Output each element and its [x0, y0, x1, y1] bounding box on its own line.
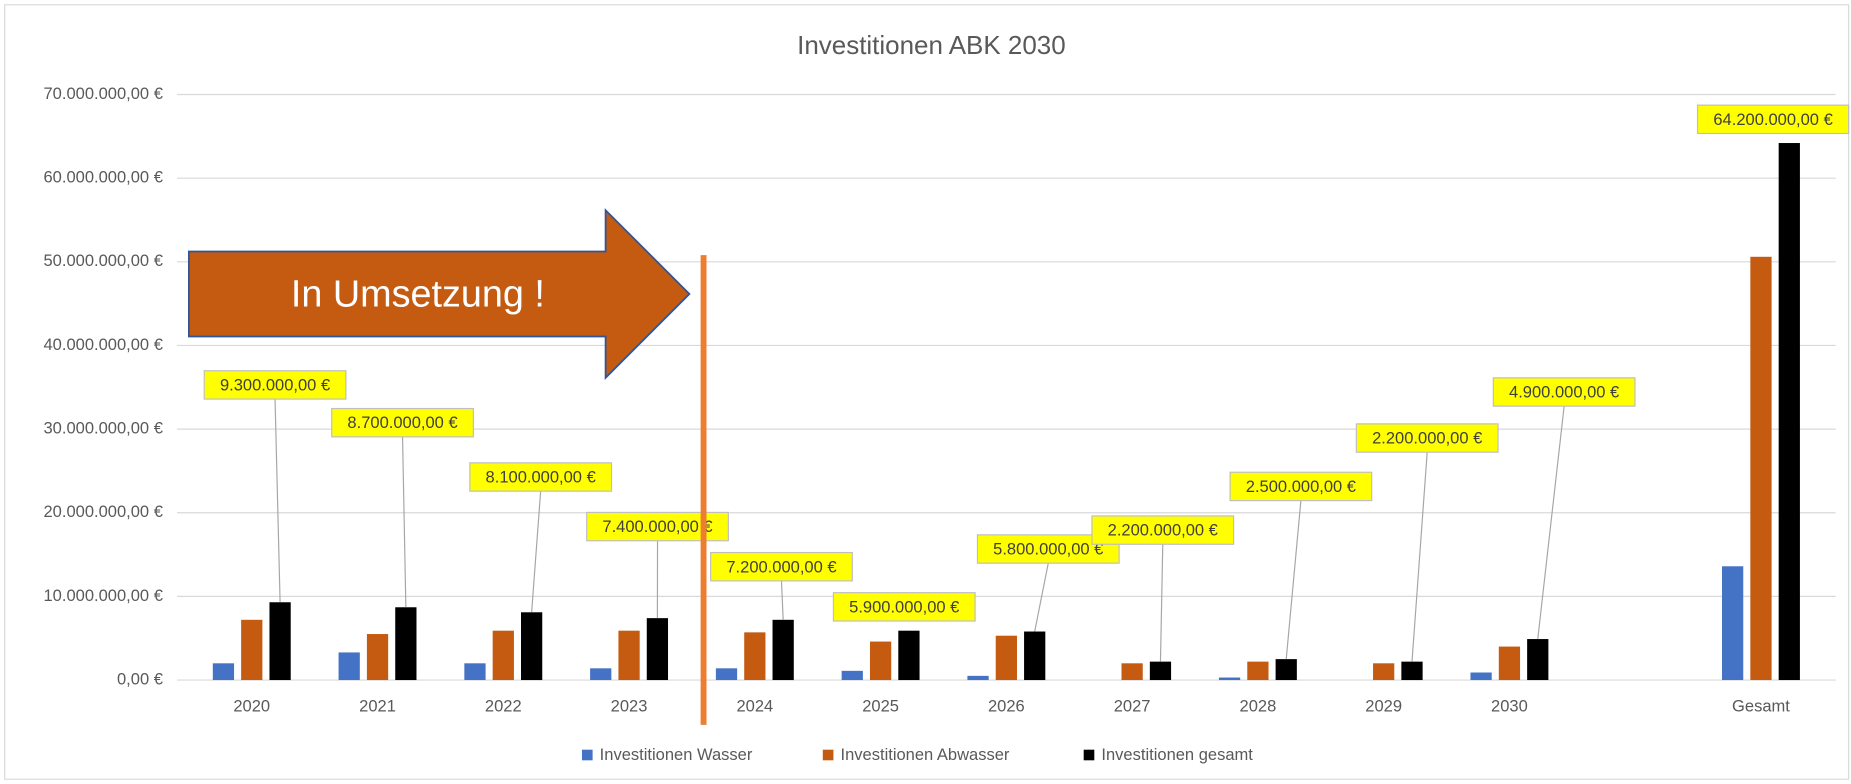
- leader-line: [531, 491, 542, 613]
- x-tick-label: 2029: [1365, 697, 1402, 716]
- bar: [1401, 661, 1423, 681]
- bar: [618, 630, 640, 681]
- bar: [492, 630, 514, 681]
- data-label: 7.400.000,00 €: [602, 517, 712, 536]
- leader-line: [1034, 563, 1049, 632]
- bar: [1527, 639, 1549, 681]
- y-tick-label: 60.000.000,00 €: [44, 168, 163, 187]
- legend-label: Investitionen gesamt: [1101, 745, 1253, 764]
- bar: [366, 634, 389, 681]
- bar: [1247, 661, 1269, 681]
- data-label: 64.200.000,00 €: [1713, 110, 1832, 129]
- leader-line: [401, 436, 407, 608]
- label-box: [1492, 377, 1636, 407]
- bar: [1121, 663, 1143, 681]
- label-box: [1355, 423, 1499, 453]
- bar: [715, 668, 738, 681]
- y-tick-label: 40.000.000,00 €: [44, 335, 163, 354]
- bar: [464, 663, 486, 681]
- label-box: [1091, 515, 1235, 545]
- bar: [1498, 646, 1521, 681]
- x-tick-label: 2023: [611, 697, 648, 716]
- bar: [1024, 631, 1046, 681]
- x-tick-label: 2021: [359, 697, 396, 716]
- label-box: [331, 407, 474, 438]
- data-label: 8.100.000,00 €: [486, 468, 596, 487]
- data-label: 9.300.000,00 €: [220, 375, 330, 394]
- y-tick-label: 10.000.000,00 €: [44, 586, 163, 605]
- y-tick-label: 30.000.000,00 €: [44, 418, 163, 437]
- label-box: [832, 592, 976, 622]
- data-label: 7.200.000,00 €: [726, 557, 836, 576]
- bar: [212, 663, 235, 681]
- data-label: 2.200.000,00 €: [1108, 521, 1218, 540]
- y-tick-label: 50.000.000,00 €: [44, 251, 163, 270]
- bar: [1218, 677, 1241, 681]
- y-tick-label: 70.000.000,00 €: [44, 84, 163, 103]
- bar: [967, 675, 989, 681]
- data-label: 5.900.000,00 €: [849, 597, 959, 616]
- leader-line: [274, 399, 281, 603]
- bar: [590, 668, 612, 681]
- bar: [772, 619, 794, 681]
- bar: [269, 602, 291, 681]
- arrow: [187, 208, 691, 380]
- data-label: 8.700.000,00 €: [347, 413, 457, 432]
- x-tick-label: Gesamt: [1732, 697, 1790, 716]
- bar: [1722, 566, 1744, 681]
- legend-swatch: [1083, 749, 1095, 761]
- x-tick-label: 2020: [233, 697, 270, 716]
- y-tick-label: 20.000.000,00 €: [44, 502, 163, 521]
- bar: [395, 607, 417, 681]
- leader-line: [1537, 406, 1565, 640]
- bar: [646, 618, 669, 681]
- label-box: [1229, 471, 1373, 502]
- bar: [521, 612, 543, 681]
- leader-line: [1411, 452, 1428, 662]
- annotation: In Umsetzung !: [291, 273, 545, 315]
- bar: [1750, 256, 1772, 681]
- data-label: 2.500.000,00 €: [1246, 477, 1356, 496]
- plot: 0,00 € 10.000.000,00 € 20.000.000,00 € 30.0…: [44, 84, 1850, 764]
- leader-line: [780, 580, 784, 620]
- x-tick-label: 2027: [1114, 697, 1151, 716]
- data-label: 5.800.000,00 €: [993, 540, 1103, 559]
- label-box: [203, 370, 347, 400]
- x-tick-label: 2025: [862, 697, 899, 716]
- bar: [995, 635, 1017, 681]
- bar: [869, 641, 892, 681]
- bar: [744, 632, 766, 681]
- bar: [1275, 659, 1297, 681]
- bar: [841, 670, 863, 681]
- leader-line: [1159, 544, 1164, 662]
- x-tick-label: 2030: [1491, 697, 1528, 716]
- chart-title: Investitionen ABK 2030: [797, 30, 1066, 60]
- bar: [1778, 143, 1800, 681]
- legend-swatch: [581, 749, 593, 761]
- label-box: [1696, 104, 1850, 135]
- x-tick-label: 2022: [485, 697, 522, 716]
- data-label: 2.200.000,00 €: [1372, 429, 1482, 448]
- legend-label: Investitionen Wasser: [600, 745, 753, 764]
- label-box: [469, 462, 613, 492]
- bar: [241, 619, 263, 681]
- x-tick-label: 2024: [736, 697, 773, 716]
- bar: [1373, 663, 1395, 681]
- label-box: [976, 534, 1120, 564]
- data-label: 4.900.000,00 €: [1509, 383, 1619, 402]
- x-tick-label: 2028: [1240, 697, 1277, 716]
- bar: [1149, 661, 1172, 681]
- legend-label: Investitionen Abwasser: [841, 745, 1010, 764]
- bar: [338, 652, 360, 681]
- bar: [898, 630, 920, 681]
- leader-line: [1285, 500, 1302, 660]
- legend-swatch: [822, 749, 834, 761]
- y-tick-label: 0,00 €: [117, 669, 163, 688]
- x-tick-label: 2026: [988, 697, 1025, 716]
- label-box: [710, 551, 853, 582]
- bar: [1470, 672, 1492, 681]
